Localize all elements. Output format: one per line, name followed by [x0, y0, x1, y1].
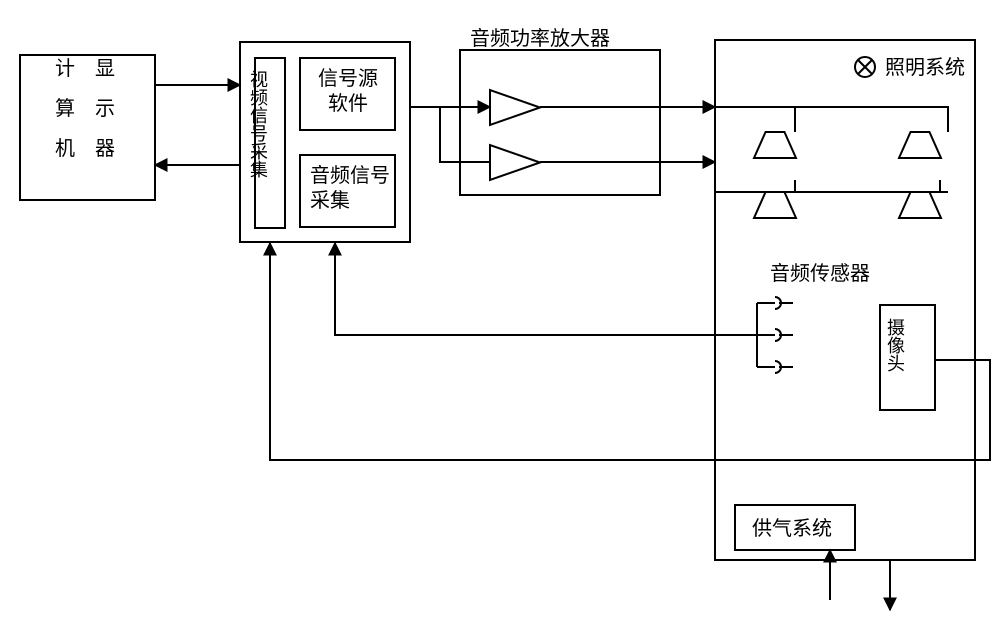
arrow-module-to-amp-split: [440, 107, 490, 162]
arrow-speaker-line-bot: [715, 162, 948, 192]
label-audio-acq-2: 采集: [310, 189, 350, 212]
label-audio-sensor: 音频传感器: [770, 262, 870, 285]
label-sig-source-1: 信号源: [318, 67, 378, 90]
arrow-camera-out: [270, 243, 990, 460]
speaker-icon-0: [754, 132, 796, 158]
sensor-icon-0: [757, 297, 793, 309]
sensor-icon-1: [757, 329, 793, 341]
label-computer-c2: 机: [55, 137, 75, 160]
arrow-speaker-line-top: [715, 107, 948, 132]
label-monitor-c1: 示: [95, 98, 115, 120]
speaker-icon-3: [899, 192, 941, 218]
label-monitor-c0: 显: [95, 58, 115, 80]
arrow-sensors-to-audio: [335, 243, 757, 335]
label-sig-source-2: 软件: [328, 92, 368, 115]
label-monitor-c2: 器: [95, 138, 115, 160]
label-computer-c1: 算: [55, 97, 75, 120]
label-amp: 音频功率放大器: [470, 27, 610, 50]
label-computer-c0: 计: [55, 57, 75, 80]
label-camera: 摄像头: [885, 318, 905, 372]
label-gas: 供气系统: [752, 517, 832, 540]
box-computer: [20, 55, 155, 200]
sensor-icon-2: [757, 361, 793, 373]
amp-triangle-0: [490, 90, 540, 125]
label-audio-acq-1: 音频信号: [310, 164, 390, 187]
speaker-icon-1: [899, 132, 941, 158]
amp-triangle-1: [490, 145, 540, 180]
label-video-acq: 视频信号采集: [248, 70, 268, 178]
box-chamber: [715, 40, 975, 560]
speaker-icon-2: [754, 192, 796, 218]
label-lighting: 照明系统: [885, 56, 965, 79]
